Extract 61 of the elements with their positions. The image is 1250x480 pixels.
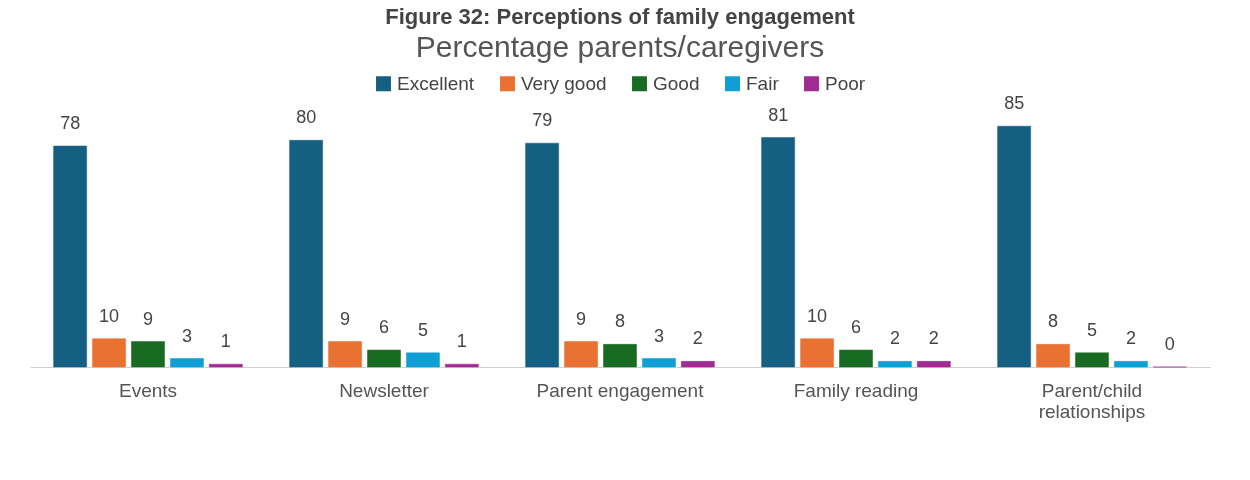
data-label: 1 <box>456 331 467 352</box>
legend-label: Good <box>653 72 700 94</box>
bar <box>997 125 1031 368</box>
data-label: 2 <box>1125 328 1136 349</box>
data-label: 1 <box>220 331 231 352</box>
data-label: 6 <box>378 317 390 337</box>
x-tick-label: Parent engagement <box>536 379 705 401</box>
bar <box>917 361 951 368</box>
legend-label: Poor <box>825 72 866 94</box>
bar <box>681 361 715 368</box>
chart-title: Figure 32: Perceptions of family engagement <box>385 4 856 29</box>
bar <box>289 140 323 368</box>
legend-label: Excellent <box>397 72 475 94</box>
data-label: 2 <box>692 328 703 349</box>
bar <box>170 358 204 368</box>
data-label: 0 <box>1164 334 1175 354</box>
bar <box>92 338 126 368</box>
bar <box>367 349 401 368</box>
bar <box>839 349 873 368</box>
data-label: 3 <box>653 325 664 346</box>
data-label: 9 <box>142 308 154 329</box>
data-label: 2 <box>928 328 939 349</box>
bar <box>642 358 676 368</box>
x-tick-label: Family reading <box>793 379 919 401</box>
x-tick-label: Events <box>118 379 178 401</box>
data-label: 2 <box>889 328 900 349</box>
data-label: 85 <box>1004 93 1025 114</box>
bar <box>1114 361 1148 368</box>
bar <box>131 341 165 368</box>
data-label: 78 <box>60 113 81 133</box>
bar <box>564 341 598 368</box>
data-label: 80 <box>296 107 317 128</box>
data-label: 5 <box>1086 319 1098 340</box>
bar <box>603 344 637 368</box>
bar <box>525 142 559 368</box>
data-label: 3 <box>181 325 192 346</box>
data-label: 10 <box>99 305 120 326</box>
bar <box>53 145 87 368</box>
x-tick-label: Newsletter <box>339 379 430 401</box>
legend-label: Very good <box>521 72 607 94</box>
data-label: 9 <box>576 308 587 329</box>
x-tick-label: Parent/child relationships <box>1038 379 1146 422</box>
data-label: 79 <box>532 110 553 131</box>
bar <box>328 341 362 368</box>
data-label: 8 <box>614 311 626 332</box>
data-label: 10 <box>807 305 828 326</box>
data-label: 9 <box>340 308 351 329</box>
data-label: 8 <box>1048 311 1059 332</box>
chart-subtitle: Percentage parents/caregivers <box>415 30 825 63</box>
bar <box>878 361 912 368</box>
data-label: 5 <box>417 319 428 340</box>
bar <box>1036 344 1070 368</box>
legend-label: Fair <box>746 72 780 94</box>
bar <box>800 338 834 368</box>
bar <box>761 137 795 368</box>
data-label: 6 <box>850 317 862 337</box>
bar <box>445 363 479 368</box>
bar <box>406 352 440 368</box>
bar <box>1075 352 1109 368</box>
data-label: 81 <box>768 104 789 125</box>
bar <box>209 363 243 368</box>
